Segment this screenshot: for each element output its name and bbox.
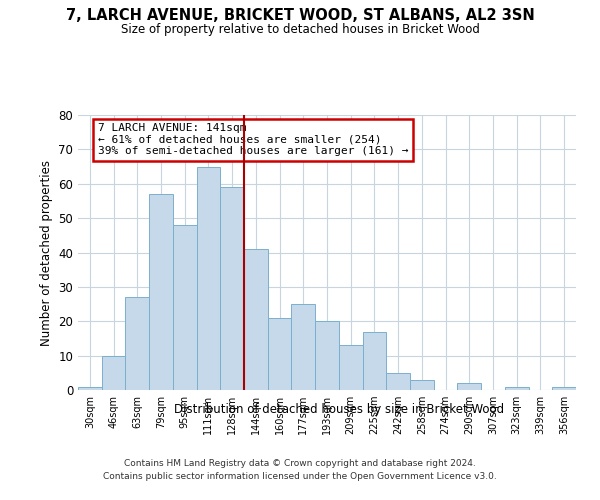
- Text: Distribution of detached houses by size in Bricket Wood: Distribution of detached houses by size …: [174, 402, 504, 415]
- Bar: [125, 297, 149, 390]
- Bar: [102, 356, 125, 390]
- Bar: [244, 249, 268, 390]
- Bar: [505, 386, 529, 390]
- Bar: [78, 386, 102, 390]
- Bar: [457, 383, 481, 390]
- Bar: [292, 304, 315, 390]
- Text: Contains HM Land Registry data © Crown copyright and database right 2024.: Contains HM Land Registry data © Crown c…: [124, 458, 476, 468]
- Y-axis label: Number of detached properties: Number of detached properties: [40, 160, 53, 346]
- Bar: [386, 373, 410, 390]
- Text: Contains public sector information licensed under the Open Government Licence v3: Contains public sector information licen…: [103, 472, 497, 481]
- Bar: [220, 187, 244, 390]
- Bar: [410, 380, 434, 390]
- Bar: [268, 318, 292, 390]
- Bar: [315, 322, 339, 390]
- Text: 7, LARCH AVENUE, BRICKET WOOD, ST ALBANS, AL2 3SN: 7, LARCH AVENUE, BRICKET WOOD, ST ALBANS…: [65, 8, 535, 22]
- Text: 7 LARCH AVENUE: 141sqm
← 61% of detached houses are smaller (254)
39% of semi-de: 7 LARCH AVENUE: 141sqm ← 61% of detached…: [98, 123, 409, 156]
- Bar: [197, 166, 220, 390]
- Text: Size of property relative to detached houses in Bricket Wood: Size of property relative to detached ho…: [121, 22, 479, 36]
- Bar: [339, 346, 362, 390]
- Bar: [552, 386, 576, 390]
- Bar: [149, 194, 173, 390]
- Bar: [173, 225, 197, 390]
- Bar: [362, 332, 386, 390]
